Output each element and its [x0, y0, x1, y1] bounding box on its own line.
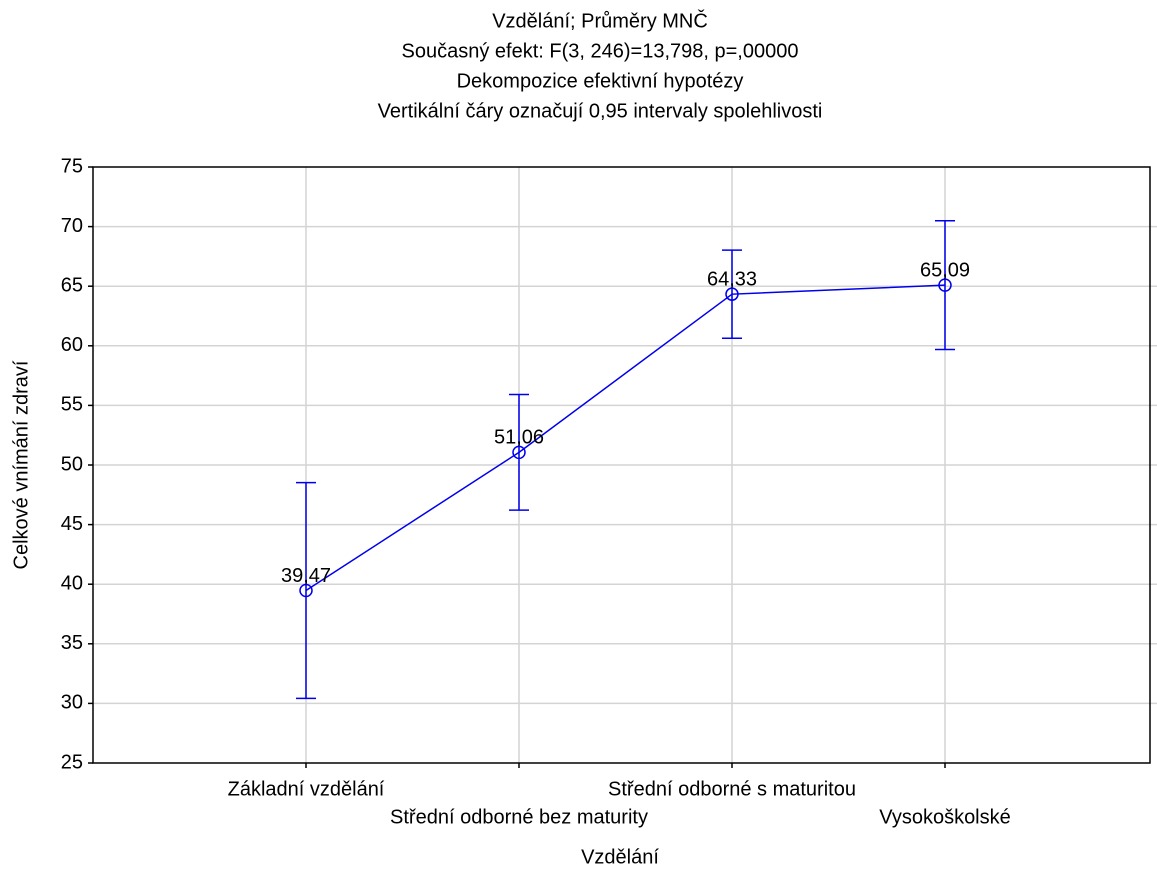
line — [305, 284, 946, 592]
point — [299, 583, 313, 598]
error-bar — [935, 220, 955, 351]
data-label: 39,47 — [281, 565, 331, 587]
x-tick-label: Střední odborné s maturitou — [608, 778, 856, 800]
error-bar — [509, 393, 529, 511]
y-tick-label: 40 — [61, 572, 83, 594]
data-label: 51,06 — [494, 427, 544, 449]
y-tick-label: 55 — [61, 394, 83, 416]
point — [938, 278, 952, 292]
point — [512, 445, 526, 460]
y-tick-label: 70 — [61, 215, 83, 237]
y-axis-label: Celkové vnímání zdraví — [10, 360, 32, 569]
chart-subtitle: Vertikální čáry označují 0,95 intervaly … — [378, 100, 823, 122]
error-bar — [296, 481, 316, 700]
chart-subtitle: Současný efekt: F(3, 246)=13,798, p=,000… — [402, 40, 799, 62]
plot-frame — [92, 166, 1151, 764]
y-tick-label: 65 — [61, 274, 83, 296]
point — [725, 287, 739, 301]
y-tick-label: 25 — [61, 751, 83, 773]
y-tick-label: 35 — [61, 632, 83, 654]
chart-title: Vzdělání; Průměry MNČ — [492, 9, 708, 32]
y-tick-label: 75 — [61, 155, 83, 177]
data-label: 64,33 — [707, 268, 757, 290]
data-label: 65,09 — [920, 259, 970, 281]
x-tick-label: Vysokoškolské — [879, 806, 1011, 828]
error-bar — [722, 249, 742, 340]
y-tick-label: 45 — [61, 513, 83, 535]
x-tick-label: Základní vzdělání — [228, 778, 385, 800]
y-tick-label: 50 — [61, 453, 83, 475]
y-tick-label: 30 — [61, 692, 83, 714]
x-tick-label: Střední odborné bez maturity — [390, 806, 648, 828]
chart-subtitle: Dekompozice efektivní hypotézy — [457, 70, 744, 92]
y-tick-label: 60 — [61, 334, 83, 356]
x-axis-label: Vzdělání — [581, 846, 659, 868]
